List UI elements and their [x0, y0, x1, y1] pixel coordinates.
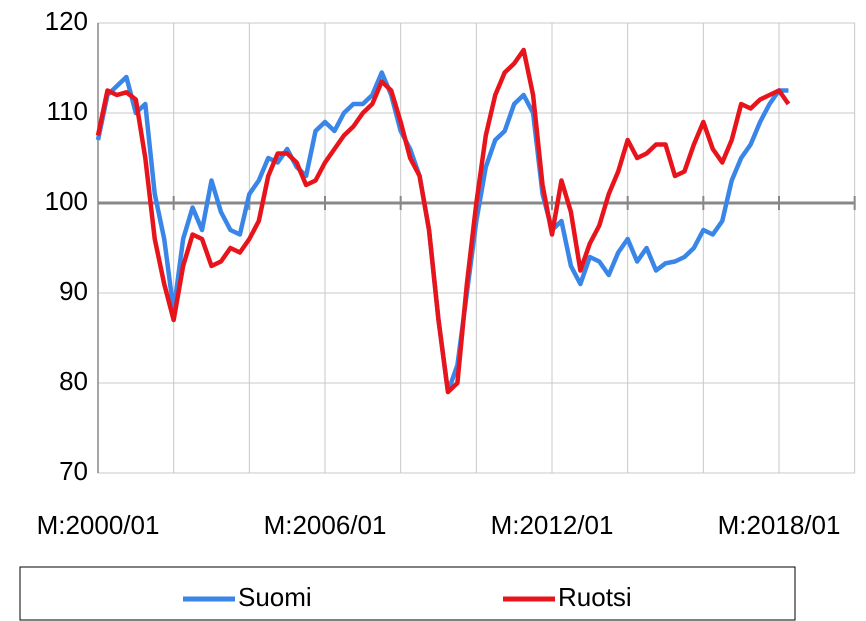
y-tick-label: 70 [59, 456, 88, 486]
y-tick-label: 110 [47, 96, 88, 126]
x-tick-label: M:2012/01 [491, 510, 614, 540]
legend-label: Ruotsi [558, 582, 632, 612]
legend-box [19, 566, 796, 621]
y-tick-label: 80 [59, 366, 88, 396]
y-tick-label: 90 [59, 276, 88, 306]
grid [97, 22, 856, 474]
x-tick-label: M:2000/01 [37, 510, 160, 540]
series-line [95, 47, 791, 395]
x-tick-label: M:2006/01 [264, 510, 387, 540]
y-tick-label: 100 [45, 186, 88, 216]
x-tick-label: M:2018/01 [718, 510, 841, 540]
legend-label: Suomi [238, 582, 312, 612]
y-tick-label: 120 [45, 6, 88, 36]
lines [95, 47, 791, 395]
